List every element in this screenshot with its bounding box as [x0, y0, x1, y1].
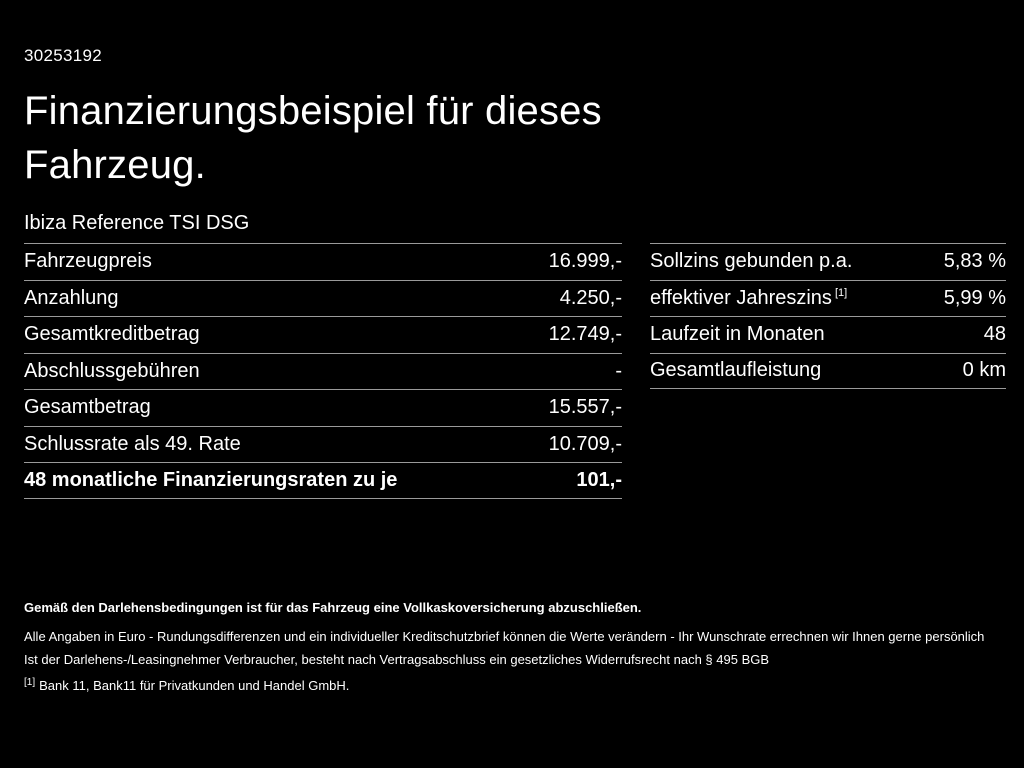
disclaimer-note-2: Ist der Darlehens-/Leasingnehmer Verbrau… [24, 652, 770, 667]
page-title-line-2: Fahrzeug. [24, 143, 206, 187]
row-value: 16.999,- [548, 250, 622, 273]
row-value: 101,- [576, 468, 622, 491]
bank-footnote: [1] Bank 11, Bank11 für Privatkunden und … [24, 677, 992, 694]
table-row: Laufzeit in Monaten 48 [650, 316, 1006, 353]
table-row: Fahrzeugpreis 16.999,- [24, 243, 622, 280]
table-row-monthly-rate: 48 monatliche Finanzierungsraten zu je 1… [24, 462, 622, 499]
vehicle-id: 30253192 [24, 46, 103, 65]
table-row: Gesamtbetrag 15.557,- [24, 389, 622, 426]
row-label: Sollzins gebunden p.a. [650, 250, 853, 273]
vehicle-model-name: Ibiza Reference TSI DSG [24, 212, 250, 234]
table-row: effektiver Jahreszins [1] 5,99 % [650, 279, 1006, 317]
row-value: 15.557,- [548, 396, 622, 419]
row-value: 5,83 % [943, 250, 1006, 273]
row-value: 0 km [962, 359, 1006, 382]
disclaimer-note-1: Alle Angaben in Euro - Rundungsdifferenz… [24, 629, 985, 644]
interest-details-table: Sollzins gebunden p.a. 5,83 % effektiver… [650, 243, 1006, 389]
table-row: Sollzins gebunden p.a. 5,83 % [650, 243, 1006, 280]
row-value: 5,99 % [943, 286, 1006, 309]
page-title: Finanzierungsbeispiel für dieses Fahrzeu… [24, 84, 602, 192]
row-label: Gesamtkreditbetrag [24, 323, 200, 346]
table-row: Gesamtlaufleistung 0 km [650, 352, 1006, 389]
table-row: Abschlussgebühren - [24, 352, 622, 390]
row-label: Laufzeit in Monaten [650, 323, 825, 346]
row-value: 10.709,- [548, 432, 622, 455]
table-row: Schlussrate als 49. Rate 10.709,- [24, 425, 622, 463]
row-label: Schlussrate als 49. Rate [24, 432, 241, 455]
table-row: Anzahlung 4.250,- [24, 279, 622, 317]
row-value: 4.250,- [559, 286, 622, 309]
row-label-text: effektiver Jahreszins [650, 286, 832, 309]
financing-details-table: Fahrzeugpreis 16.999,- Anzahlung 4.250,-… [24, 243, 622, 499]
legal-footer: Gemäß den Darlehensbedingungen ist für d… [24, 599, 992, 694]
row-label: Abschlussgebühren [24, 359, 200, 382]
insurance-requirement-note: Gemäß den Darlehensbedingungen ist für d… [24, 600, 642, 615]
row-value: - [615, 359, 622, 382]
page-title-line-1: Finanzierungsbeispiel für dieses [24, 89, 602, 133]
row-label: Fahrzeugpreis [24, 250, 152, 273]
footnote-marker: [1] [24, 676, 36, 688]
financing-tables: Fahrzeugpreis 16.999,- Anzahlung 4.250,-… [24, 243, 1006, 499]
footnote-ref: [1] [834, 287, 848, 300]
table-row: Gesamtkreditbetrag 12.749,- [24, 316, 622, 353]
row-label: effektiver Jahreszins [1] [650, 287, 847, 310]
row-label: Gesamtbetrag [24, 396, 151, 419]
row-label: Gesamtlaufleistung [650, 359, 822, 382]
footnote-text: Bank 11, Bank11 für Privatkunden und Han… [39, 678, 350, 693]
row-value: 12.749,- [548, 323, 622, 346]
row-label: Anzahlung [24, 286, 119, 309]
row-label: 48 monatliche Finanzierungsraten zu je [24, 468, 398, 491]
row-value: 48 [983, 323, 1006, 346]
